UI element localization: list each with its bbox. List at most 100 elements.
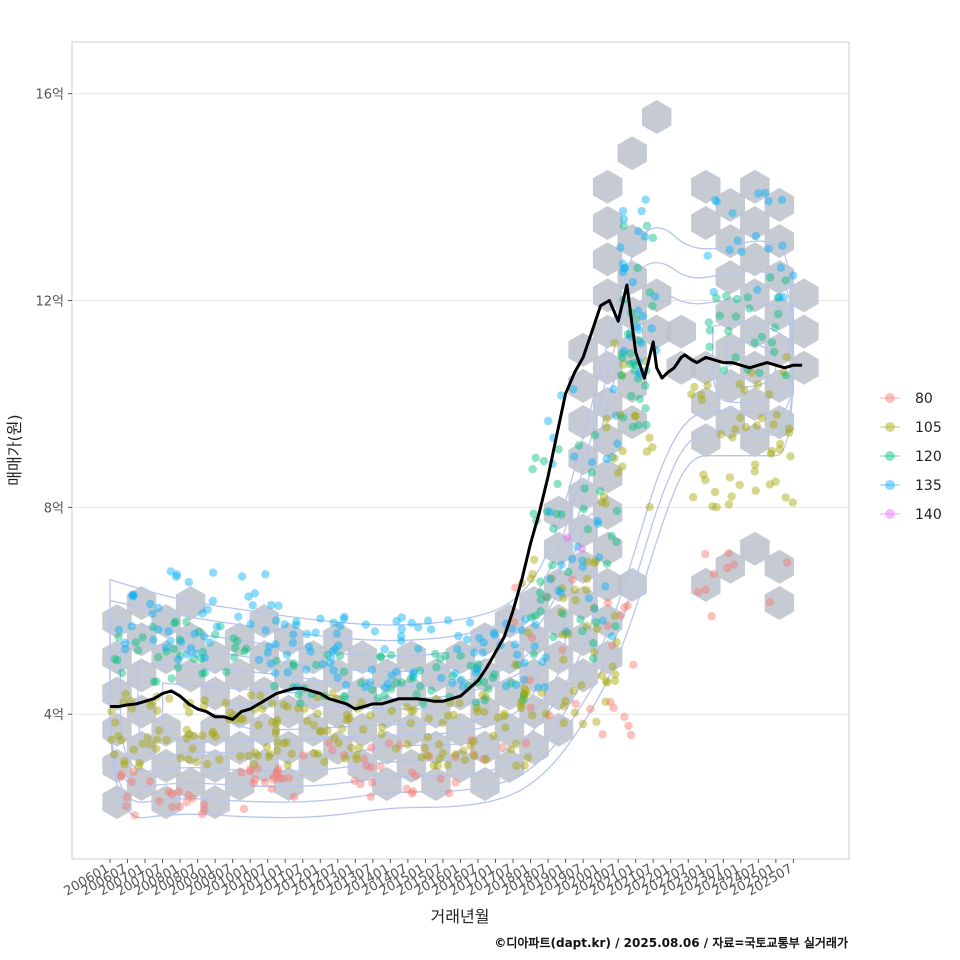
legend: 80 105 120 135 140 <box>880 391 942 523</box>
scatter-point-135 <box>479 638 488 647</box>
scatter-point-120 <box>547 561 557 570</box>
scatter-point-105 <box>521 687 530 696</box>
scatter-point-135 <box>611 411 621 420</box>
scatter-point-135 <box>754 189 763 198</box>
hex-bin <box>592 242 623 277</box>
hex-bin <box>200 676 230 711</box>
scatter-point-135 <box>318 660 327 669</box>
scatter-point-80 <box>606 697 615 707</box>
scatter-point-135 <box>365 678 375 687</box>
scatter-point-120 <box>200 668 210 677</box>
scatter-point-135 <box>634 227 643 236</box>
hex-bin <box>592 459 623 494</box>
scatter-point-105 <box>559 718 568 728</box>
scatter-point-120 <box>536 588 545 597</box>
scatter-point-135 <box>237 572 247 581</box>
hex-bin <box>642 100 672 134</box>
scatter-point-135 <box>751 231 761 241</box>
scatter-point-135 <box>212 622 222 631</box>
y-axis-ticks: 4억 8억 12억 16억 <box>35 88 72 723</box>
hex-bin <box>126 622 157 657</box>
scatter-point-135 <box>341 680 351 690</box>
scatter-point-120 <box>712 293 721 303</box>
scatter-point-105 <box>753 380 763 389</box>
scatter-point-105 <box>500 709 509 718</box>
scatter-point-120 <box>552 509 561 519</box>
scatter-point-135 <box>304 642 313 651</box>
scatter-point-135 <box>292 617 301 626</box>
scatter-point-105 <box>435 740 444 749</box>
scatter-point-105 <box>244 751 253 761</box>
legend-item-135[interactable]: 135 <box>880 478 942 494</box>
scatter-point-105 <box>610 611 619 621</box>
scatter-point-120 <box>519 690 529 699</box>
scatter-point-105 <box>310 749 319 758</box>
scatter-point-120 <box>634 421 643 430</box>
scatter-point-135 <box>261 626 270 635</box>
scatter-point-80 <box>359 754 369 763</box>
scatter-point-105 <box>728 433 737 442</box>
scatter-point-135 <box>397 613 406 622</box>
scatter-point-80 <box>275 774 284 783</box>
scatter-point-120 <box>368 685 377 695</box>
scatter-point-105 <box>602 676 611 686</box>
scatter-point-135 <box>282 650 292 659</box>
scatter-point-120 <box>612 537 621 547</box>
scatter-point-120 <box>743 293 752 302</box>
scatter-point-80 <box>249 778 258 788</box>
scatter-point-135 <box>272 616 281 625</box>
legend-item-140[interactable]: 140 <box>880 507 942 523</box>
scatter-point-120 <box>770 347 779 357</box>
scatter-point-105 <box>618 446 627 456</box>
hex-bin <box>347 640 377 675</box>
scatter-point-120 <box>138 633 147 642</box>
scatter-point-120 <box>529 509 538 518</box>
scatter-point-120 <box>216 622 225 631</box>
scatter-point-120 <box>602 559 612 568</box>
scatter-point-105 <box>182 725 191 735</box>
scatter-point-105 <box>524 628 533 637</box>
scatter-point-135 <box>501 681 511 691</box>
legend-label-105: 105 <box>915 420 942 436</box>
scatter-point-120 <box>587 468 596 477</box>
scatter-point-135 <box>334 641 343 650</box>
hex-bin <box>592 206 623 240</box>
hex-bin <box>224 767 255 801</box>
scatter-point-120 <box>432 663 441 672</box>
hex-bin <box>592 567 623 602</box>
scatter-point-135 <box>620 263 630 273</box>
scatter-point-80 <box>129 767 139 776</box>
scatter-point-120 <box>618 353 627 362</box>
scatter-point-135 <box>267 600 276 610</box>
scatter-point-105 <box>741 422 751 432</box>
legend-item-80[interactable]: 80 <box>880 391 933 407</box>
scatter-point-80 <box>253 764 262 773</box>
scatter-point-80 <box>366 763 376 772</box>
scatter-point-80 <box>246 767 255 776</box>
scatter-point-135 <box>392 667 401 676</box>
scatter-point-105 <box>556 607 566 617</box>
scatter-point-135 <box>478 648 487 657</box>
density-contour <box>137 612 567 757</box>
scatter-point-135 <box>510 640 519 649</box>
scatter-point-135 <box>199 632 209 641</box>
scatter-point-120 <box>232 636 242 646</box>
scatter-point-120 <box>704 318 713 327</box>
scatter-point-105 <box>114 731 123 741</box>
scatter-point-135 <box>288 638 297 648</box>
legend-item-105[interactable]: 105 <box>880 420 942 436</box>
scatter-point-105 <box>767 446 776 456</box>
scatter-point-120 <box>211 630 220 639</box>
scatter-point-80 <box>445 789 454 798</box>
scatter-point-105 <box>740 385 749 395</box>
hex-bin <box>470 767 500 801</box>
hex-bin <box>715 260 745 295</box>
scatter-point-80 <box>620 712 629 721</box>
scatter-point-120 <box>576 615 585 624</box>
scatter-point-120 <box>148 622 157 632</box>
scatter-point-105 <box>577 681 586 690</box>
legend-item-120[interactable]: 120 <box>880 449 942 465</box>
scatter-point-80 <box>616 611 626 620</box>
hex-bin <box>175 767 206 801</box>
scatter-point-80 <box>368 778 377 787</box>
